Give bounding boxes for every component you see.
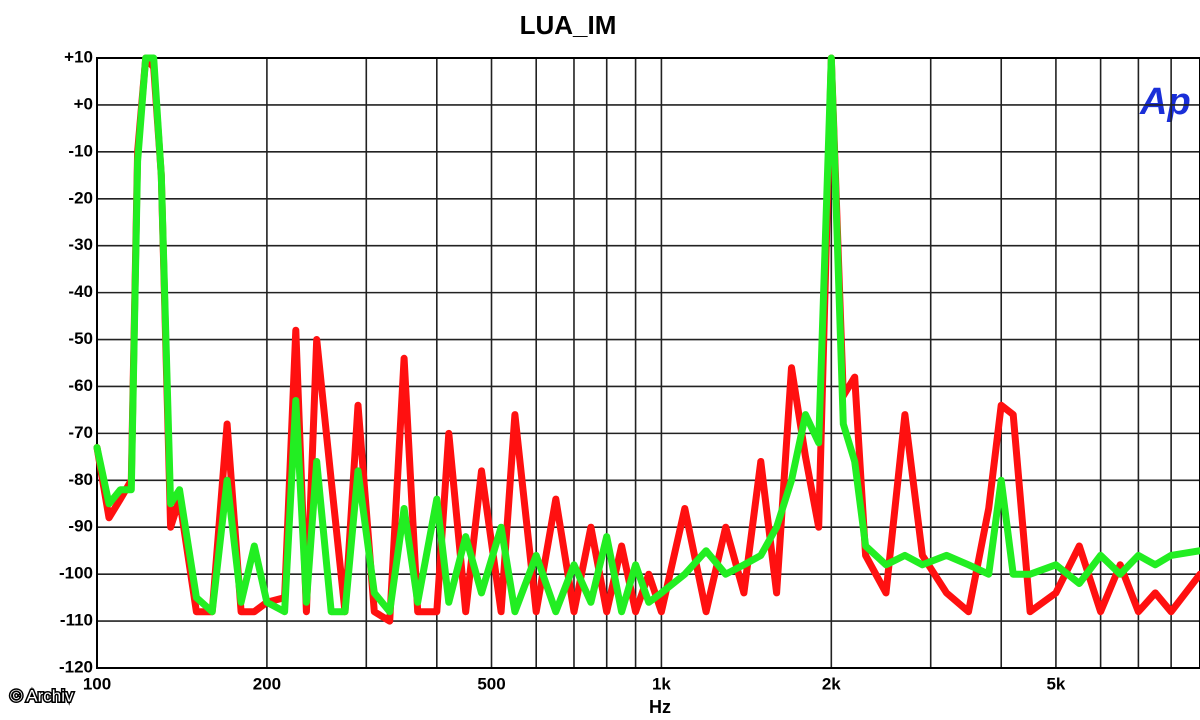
y-tick-label: -20 <box>68 188 93 207</box>
y-tick-label: -30 <box>68 235 93 254</box>
y-tick-label: -100 <box>59 564 93 583</box>
y-tick-label: -70 <box>68 423 93 442</box>
y-tick-label: -10 <box>68 141 93 160</box>
y-tick-label: -120 <box>59 657 93 676</box>
x-tick-label: 2k <box>822 674 841 693</box>
series-line <box>93 54 1200 616</box>
y-tick-label: +0 <box>74 94 93 113</box>
y-tick-label: -60 <box>68 376 93 395</box>
plot-frame <box>96 57 1200 669</box>
y-tick-label: -80 <box>68 470 93 489</box>
x-axis-label: Hz <box>649 697 671 717</box>
y-tick-label: -50 <box>68 329 93 348</box>
x-tick-label: 200 <box>253 674 281 693</box>
x-tick-label: 1k <box>652 674 671 693</box>
watermark: © Archiv <box>10 686 74 705</box>
y-tick-label: -40 <box>68 282 93 301</box>
y-tick-label: -90 <box>68 517 93 536</box>
x-tick-label: 500 <box>477 674 505 693</box>
y-tick-label: -110 <box>60 611 93 630</box>
chart-title: LUA_IM <box>520 10 617 40</box>
logo: Ap <box>1139 81 1191 123</box>
series-line <box>93 54 1200 625</box>
x-tick-label: 100 <box>83 674 111 693</box>
y-tick-label: +10 <box>64 47 93 66</box>
x-tick-label: 5k <box>1046 674 1065 693</box>
